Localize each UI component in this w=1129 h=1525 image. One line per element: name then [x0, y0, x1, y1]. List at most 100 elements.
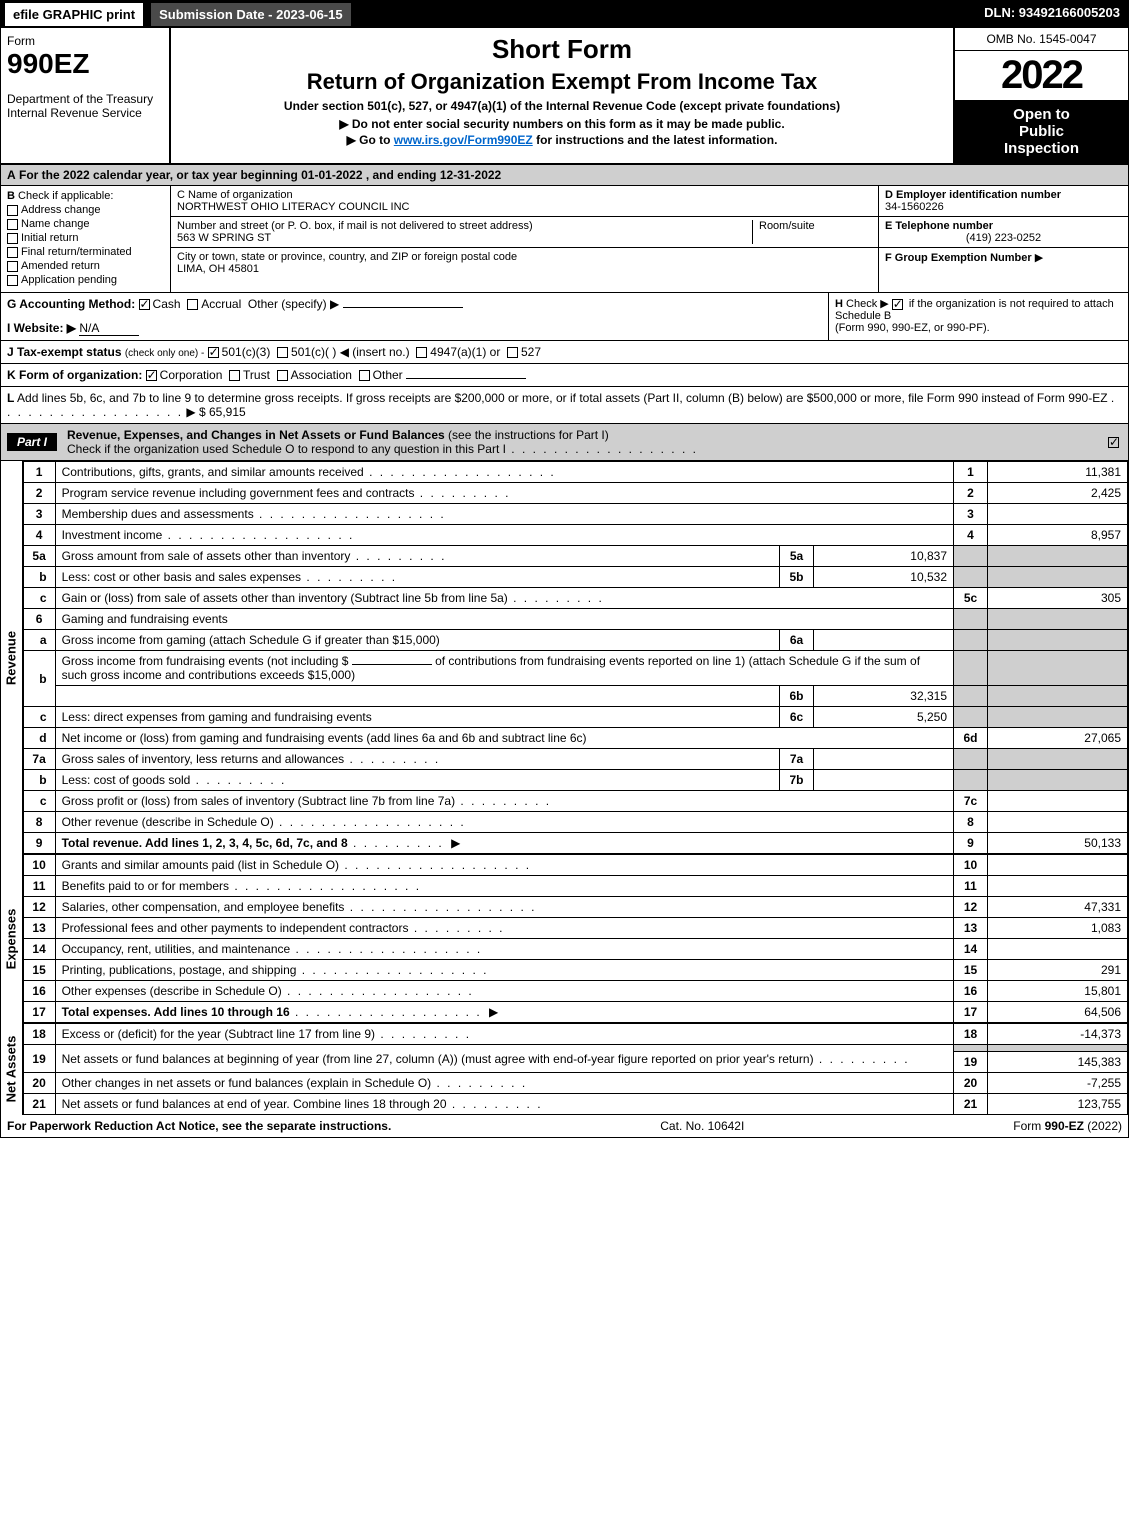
chk-527[interactable] — [507, 347, 518, 358]
instr-goto: ▶ Go to www.irs.gov/Form990EZ for instru… — [181, 133, 943, 147]
line-g-h: G Accounting Method: Cash Accrual Other … — [1, 293, 1128, 341]
g-lbl: G Accounting Method: — [7, 297, 135, 311]
chk-schedule-o[interactable] — [1108, 437, 1119, 448]
chk-address-change[interactable]: Address change — [7, 204, 164, 216]
k-lbl: K Form of organization: — [7, 368, 142, 382]
table-row: 1Contributions, gifts, grants, and simil… — [23, 462, 1127, 483]
lbl-assoc: Association — [291, 368, 352, 382]
room-suite: Room/suite — [752, 220, 872, 244]
side-revenue: Revenue — [1, 461, 23, 854]
chk-initial-return[interactable]: Initial return — [7, 232, 164, 244]
table-row: 15Printing, publications, postage, and s… — [23, 960, 1127, 981]
section-a-label: A — [7, 168, 16, 182]
chk-cash[interactable] — [139, 299, 150, 310]
other-org-input[interactable] — [406, 378, 526, 379]
revenue-table: 1Contributions, gifts, grants, and simil… — [23, 461, 1128, 854]
ein-block: D Employer identification number 34-1560… — [879, 186, 1128, 217]
ein-lbl: D Employer identification number — [885, 189, 1061, 201]
j-small: (check only one) - — [125, 348, 204, 359]
line-j: J Tax-exempt status (check only one) - 5… — [1, 341, 1128, 364]
part1-title-sub: (see the instructions for Part I) — [448, 428, 609, 442]
part1-header: Part I Revenue, Expenses, and Changes in… — [1, 424, 1128, 461]
lbl-501c3: 501(c)(3) — [222, 345, 271, 359]
table-row: 8Other revenue (describe in Schedule O)8 — [23, 812, 1127, 833]
addr-lbl: Number and street (or P. O. box, if mail… — [177, 220, 752, 232]
org-name-lbl: C Name of organization — [177, 189, 872, 201]
table-row: 6b32,315 — [23, 686, 1127, 707]
chk-amended-return[interactable]: Amended return — [7, 260, 164, 272]
form-container: efile GRAPHIC print Submission Date - 20… — [0, 0, 1129, 1138]
lbl-other: Other (specify) ▶ — [248, 297, 339, 311]
chk-accrual[interactable] — [187, 299, 198, 310]
l-lbl: L — [7, 391, 14, 405]
chk-corp[interactable] — [146, 370, 157, 381]
lbl-527: 527 — [521, 345, 541, 359]
dept-irs: Internal Revenue Service — [7, 106, 163, 120]
phone-val: (419) 223-0252 — [885, 232, 1122, 244]
submission-date-button[interactable]: Submission Date - 2023-06-15 — [149, 1, 353, 28]
city-lbl: City or town, state or province, country… — [177, 251, 872, 263]
group-arrow: ▶ — [1035, 252, 1043, 264]
inspect-l2: Public — [959, 123, 1124, 140]
part1-title: Revenue, Expenses, and Changes in Net As… — [67, 428, 445, 442]
l-amt: 65,915 — [209, 405, 246, 419]
chk-501c3[interactable] — [208, 347, 219, 358]
lbl-501c: 501(c)( ) ◀ (insert no.) — [291, 345, 410, 359]
lbl-4947: 4947(a)(1) or — [430, 345, 500, 359]
inspect-l3: Inspection — [959, 140, 1124, 157]
topbar-spacer — [355, 1, 977, 28]
other-specify-input[interactable] — [343, 307, 463, 308]
lbl-cash: Cash — [153, 297, 181, 311]
page-footer: For Paperwork Reduction Act Notice, see … — [1, 1115, 1128, 1137]
chk-trust[interactable] — [229, 370, 240, 381]
footer-center: Cat. No. 10642I — [391, 1119, 1013, 1133]
group-lbl: F Group Exemption Number — [885, 252, 1032, 264]
table-row: 18Excess or (deficit) for the year (Subt… — [23, 1024, 1127, 1045]
section-a-text: For the 2022 calendar year, or tax year … — [19, 168, 501, 182]
table-row: 5aGross amount from sale of assets other… — [23, 546, 1127, 567]
table-row: 10Grants and similar amounts paid (list … — [23, 855, 1127, 876]
table-row: 6Gaming and fundraising events — [23, 609, 1127, 630]
dept-treasury: Department of the Treasury — [7, 92, 163, 106]
revenue-block: Revenue 1Contributions, gifts, grants, a… — [1, 461, 1128, 854]
chk-name-change[interactable]: Name change — [7, 218, 164, 230]
col-b: B Check if applicable: Address change Na… — [1, 186, 171, 292]
line-l: L Add lines 5b, 6c, and 7b to line 9 to … — [1, 387, 1128, 424]
lbl-accrual: Accrual — [201, 297, 241, 311]
instr-ssn: ▶ Do not enter social security numbers o… — [181, 117, 943, 131]
part1-tag: Part I — [7, 433, 57, 451]
i-lbl: I Website: ▶ — [7, 321, 76, 335]
section-bcdef: B Check if applicable: Address change Na… — [1, 186, 1128, 293]
table-row: 14Occupancy, rent, utilities, and mainte… — [23, 939, 1127, 960]
efile-print-button[interactable]: efile GRAPHIC print — [3, 1, 145, 28]
chk-other-org[interactable] — [359, 370, 370, 381]
part1-check-txt: Check if the organization used Schedule … — [67, 442, 506, 456]
chk-final-return[interactable]: Final return/terminated — [7, 246, 164, 258]
j-lbl: J Tax-exempt status — [7, 345, 122, 359]
h-txt1: Check ▶ — [846, 298, 889, 310]
table-row: 12Salaries, other compensation, and empl… — [23, 897, 1127, 918]
phone-lbl: E Telephone number — [885, 220, 993, 232]
table-row: cGross profit or (loss) from sales of in… — [23, 791, 1127, 812]
lbl-corp: Corporation — [160, 368, 223, 382]
header-middle: Short Form Return of Organization Exempt… — [171, 28, 953, 163]
table-row: 19Net assets or fund balances at beginni… — [23, 1045, 1127, 1052]
chk-schedule-b[interactable] — [892, 299, 903, 310]
netassets-block: Net Assets 18Excess or (deficit) for the… — [1, 1023, 1128, 1115]
short-form-title: Short Form — [181, 34, 943, 65]
lbl-trust: Trust — [243, 368, 270, 382]
chk-assoc[interactable] — [277, 370, 288, 381]
netassets-table: 18Excess or (deficit) for the year (Subt… — [23, 1023, 1128, 1115]
irs-link[interactable]: www.irs.gov/Form990EZ — [394, 133, 533, 147]
subtitle: Under section 501(c), 527, or 4947(a)(1)… — [181, 99, 943, 113]
chk-4947[interactable] — [416, 347, 427, 358]
table-row: bLess: cost of goods sold7b — [23, 770, 1127, 791]
ein-val: 34-1560226 — [885, 201, 944, 213]
table-row: 11Benefits paid to or for members11 — [23, 876, 1127, 897]
col-def: D Employer identification number 34-1560… — [878, 186, 1128, 292]
header-right: OMB No. 1545-0047 2022 Open to Public In… — [953, 28, 1128, 163]
chk-application-pending[interactable]: Application pending — [7, 274, 164, 286]
org-name-val: NORTHWEST OHIO LITERACY COUNCIL INC — [177, 201, 872, 213]
addr-row: Number and street (or P. O. box, if mail… — [171, 217, 878, 248]
chk-501c[interactable] — [277, 347, 288, 358]
